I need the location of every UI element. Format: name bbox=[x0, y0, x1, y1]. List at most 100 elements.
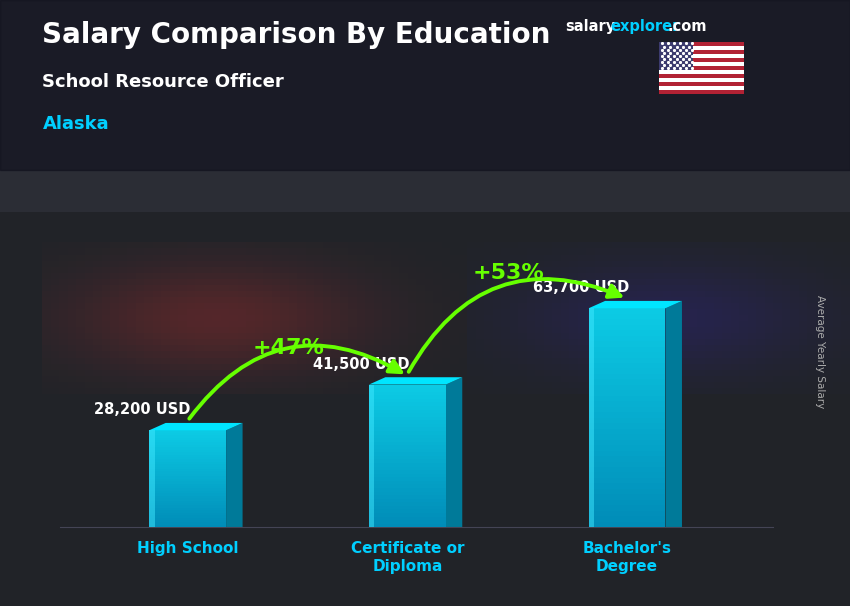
Text: Average Yearly Salary: Average Yearly Salary bbox=[815, 295, 825, 408]
Bar bbox=[369, 484, 445, 488]
Bar bbox=[588, 401, 666, 407]
Bar bbox=[588, 319, 666, 325]
Bar bbox=[588, 500, 666, 505]
Bar bbox=[150, 479, 226, 481]
Bar bbox=[369, 459, 445, 463]
Text: +47%: +47% bbox=[252, 338, 325, 358]
Bar bbox=[150, 476, 226, 479]
Bar bbox=[150, 457, 226, 459]
Polygon shape bbox=[369, 377, 462, 385]
Bar bbox=[588, 423, 666, 428]
Bar bbox=[369, 413, 445, 417]
Bar bbox=[588, 325, 666, 330]
Bar bbox=[150, 484, 226, 486]
Bar bbox=[150, 525, 226, 527]
Bar bbox=[659, 74, 744, 78]
Bar bbox=[588, 439, 666, 445]
Bar bbox=[659, 50, 744, 55]
Text: explorer: explorer bbox=[610, 19, 680, 35]
Bar bbox=[369, 438, 445, 442]
Bar bbox=[659, 55, 744, 58]
Text: .com: .com bbox=[667, 19, 706, 35]
Bar bbox=[588, 516, 666, 522]
Bar bbox=[369, 431, 445, 435]
Bar bbox=[588, 374, 666, 379]
Bar bbox=[0, 0, 850, 170]
Bar bbox=[369, 406, 445, 410]
Bar bbox=[659, 47, 744, 50]
Bar bbox=[369, 410, 445, 413]
Bar bbox=[369, 513, 445, 516]
Bar bbox=[588, 467, 666, 473]
Bar bbox=[588, 434, 666, 439]
Bar bbox=[150, 469, 226, 471]
Bar bbox=[150, 433, 226, 435]
Bar bbox=[369, 478, 445, 481]
Bar bbox=[150, 522, 226, 525]
Bar bbox=[588, 418, 666, 423]
Bar bbox=[588, 363, 666, 368]
Bar bbox=[150, 452, 226, 454]
Bar bbox=[150, 454, 226, 457]
Bar bbox=[588, 330, 666, 336]
Bar bbox=[588, 358, 666, 363]
Bar bbox=[369, 456, 445, 459]
Bar bbox=[369, 467, 445, 470]
Bar bbox=[150, 486, 226, 488]
Bar bbox=[659, 62, 744, 66]
Bar bbox=[659, 42, 693, 70]
Bar bbox=[150, 467, 226, 469]
Polygon shape bbox=[369, 385, 374, 527]
Bar bbox=[659, 78, 744, 82]
Bar bbox=[150, 498, 226, 501]
Bar bbox=[369, 491, 445, 495]
Bar bbox=[150, 450, 226, 452]
Bar bbox=[150, 464, 226, 467]
Bar bbox=[150, 442, 226, 445]
Bar bbox=[150, 440, 226, 442]
Bar bbox=[588, 494, 666, 500]
Bar bbox=[588, 385, 666, 390]
Bar bbox=[369, 524, 445, 527]
Bar bbox=[369, 499, 445, 502]
Bar bbox=[659, 86, 744, 90]
Polygon shape bbox=[150, 423, 242, 430]
Text: +53%: +53% bbox=[472, 264, 544, 284]
Bar bbox=[150, 435, 226, 438]
Bar bbox=[150, 491, 226, 493]
Bar bbox=[588, 473, 666, 478]
Bar bbox=[150, 505, 226, 508]
Bar bbox=[150, 518, 226, 520]
Bar bbox=[369, 391, 445, 395]
Bar bbox=[150, 513, 226, 515]
Polygon shape bbox=[150, 430, 155, 527]
Polygon shape bbox=[588, 301, 682, 308]
Bar bbox=[659, 58, 744, 62]
Bar bbox=[588, 379, 666, 385]
Text: Salary Comparison By Education: Salary Comparison By Education bbox=[42, 21, 551, 49]
Bar bbox=[150, 501, 226, 503]
Bar bbox=[588, 456, 666, 462]
Bar bbox=[659, 70, 744, 74]
Bar bbox=[369, 481, 445, 484]
Bar bbox=[369, 385, 445, 388]
Bar bbox=[369, 445, 445, 449]
Bar bbox=[588, 412, 666, 418]
Bar bbox=[588, 407, 666, 412]
Bar bbox=[369, 488, 445, 491]
Bar bbox=[369, 452, 445, 456]
Bar bbox=[150, 496, 226, 498]
Bar bbox=[588, 352, 666, 358]
Bar bbox=[369, 474, 445, 478]
Bar bbox=[150, 474, 226, 476]
Bar bbox=[150, 462, 226, 464]
Bar bbox=[369, 417, 445, 420]
Bar bbox=[150, 510, 226, 513]
Bar bbox=[369, 506, 445, 510]
Bar bbox=[588, 390, 666, 396]
Bar bbox=[369, 449, 445, 452]
Bar bbox=[369, 427, 445, 431]
Bar bbox=[588, 522, 666, 527]
Bar bbox=[659, 66, 744, 70]
Bar bbox=[588, 462, 666, 467]
